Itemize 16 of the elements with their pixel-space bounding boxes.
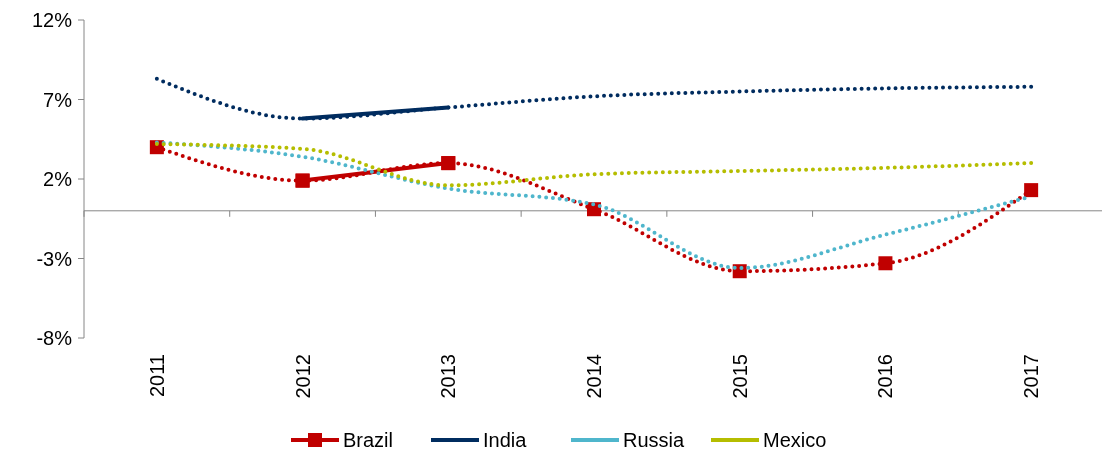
x-tick-label: 2015 — [728, 354, 751, 399]
y-tick-label: 7% — [43, 88, 73, 111]
x-tick-label: 2011 — [145, 354, 168, 398]
x-tick-label: 2017 — [1020, 354, 1043, 399]
y-tick-label: 2% — [43, 168, 73, 190]
y-tick-label: -8% — [36, 327, 73, 349]
x-tick-label: 2012 — [291, 354, 314, 399]
y-tick-label: -3% — [36, 247, 73, 270]
legend-label: Mexico — [763, 429, 827, 451]
legend-label: India — [483, 429, 528, 451]
x-tick-label: 2016 — [874, 354, 897, 399]
legend-label: Russia — [623, 429, 686, 451]
x-tick-label: 2013 — [437, 354, 460, 399]
legend-label: Brazil — [343, 429, 394, 451]
x-tick-label: 2014 — [583, 354, 605, 399]
y-tick-label: 12% — [31, 9, 73, 31]
